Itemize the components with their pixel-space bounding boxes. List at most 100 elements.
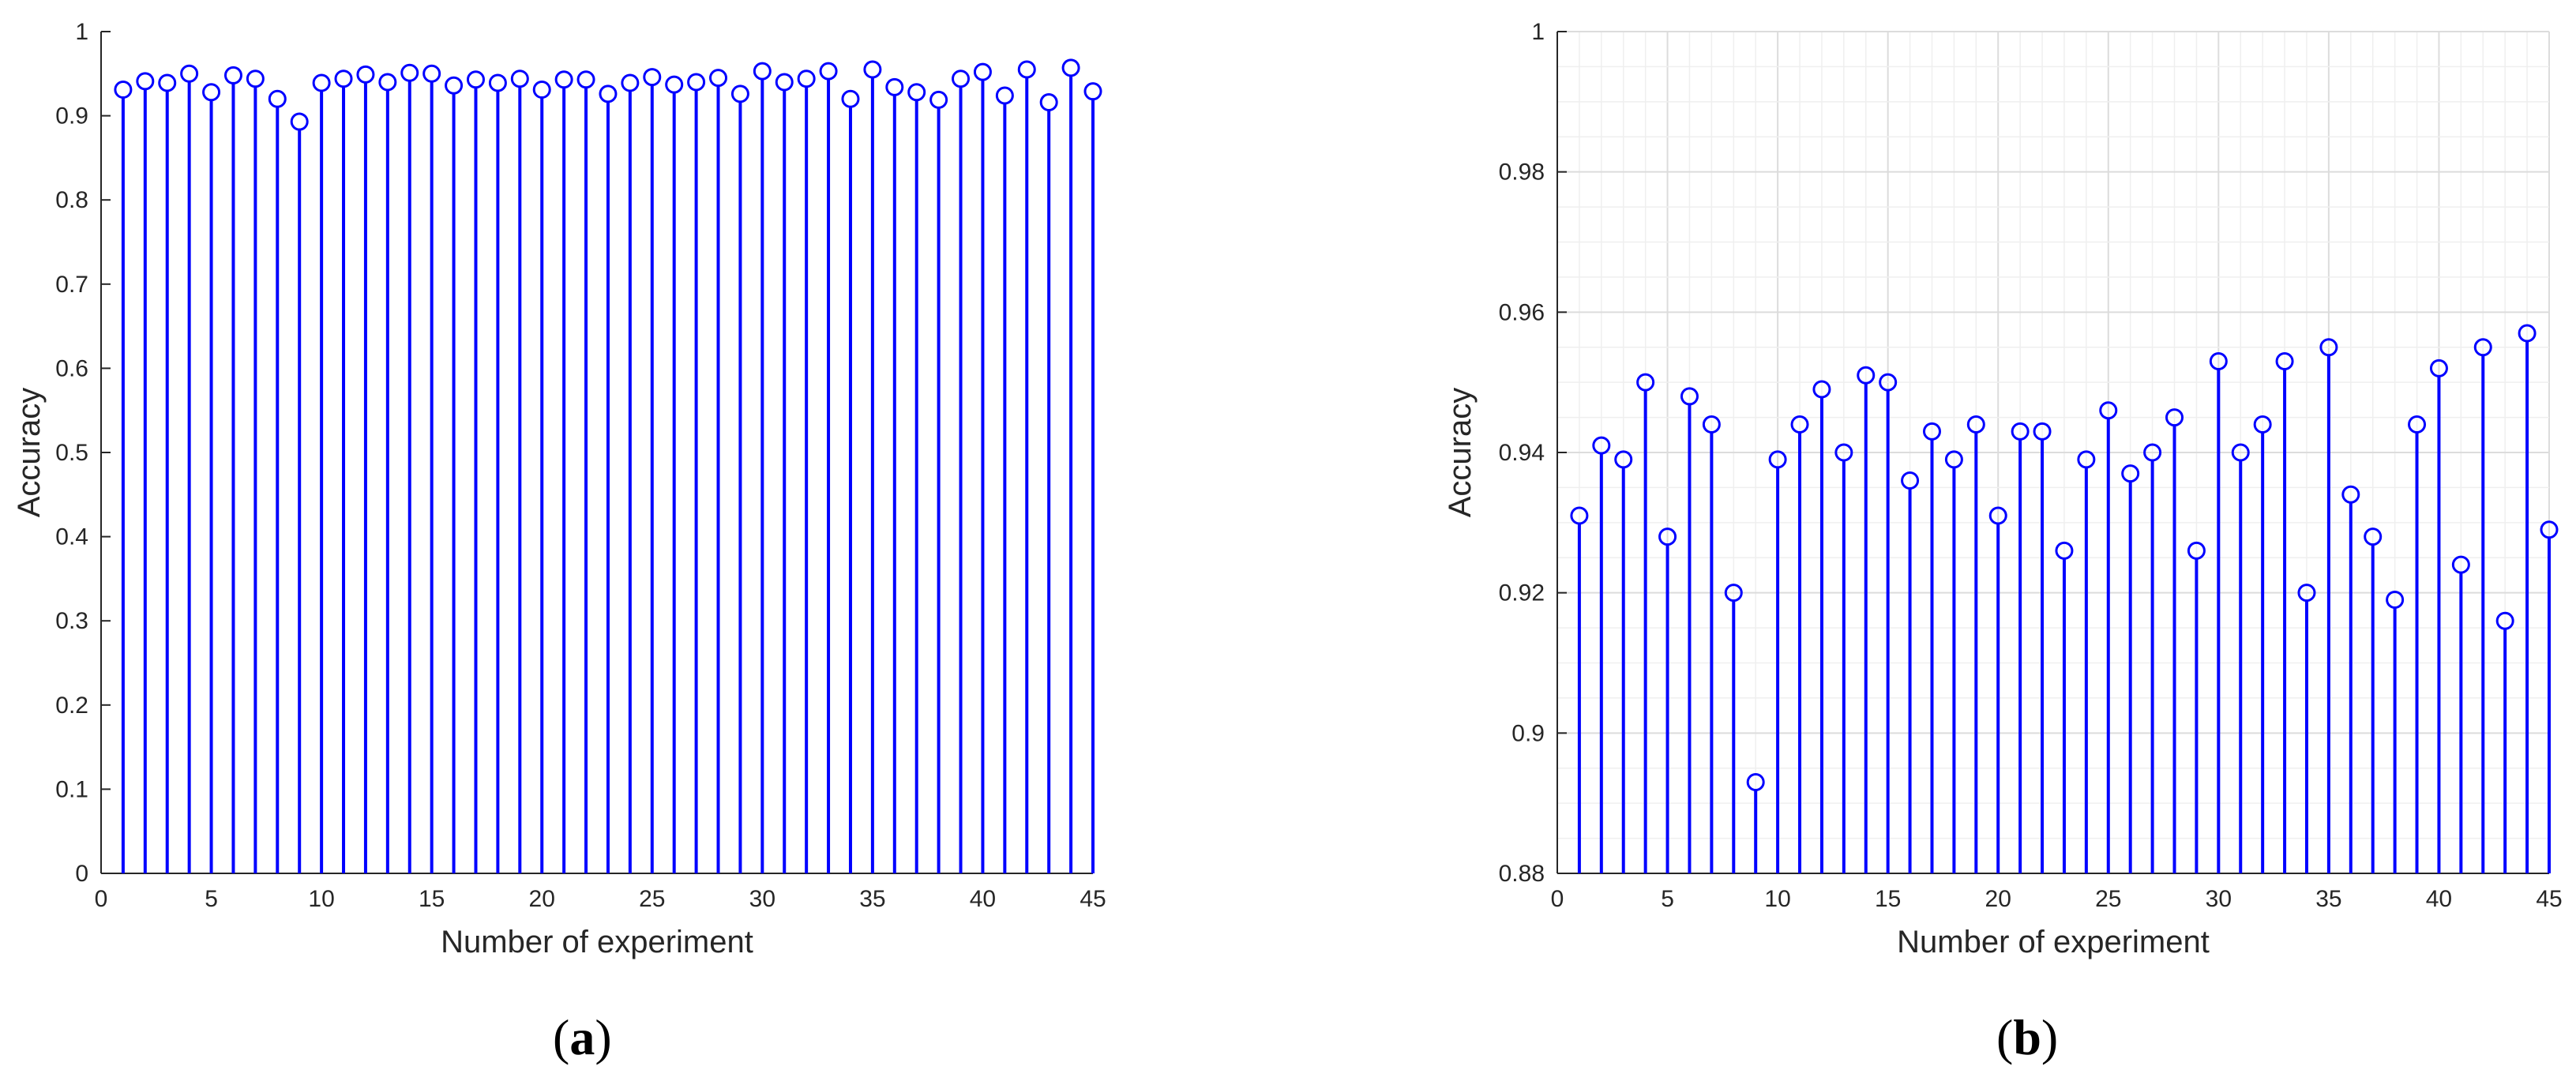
stem-marker <box>1812 380 1831 399</box>
stem-marker <box>863 60 882 79</box>
y-tick-label: 0.9 <box>55 103 88 130</box>
stem-marker <box>202 83 221 102</box>
stem-marker <box>180 64 199 83</box>
stem-marker <box>621 73 640 92</box>
stem-marker <box>1017 60 1036 79</box>
stem-marker <box>445 76 464 95</box>
stem-marker <box>929 90 948 109</box>
y-tick-label: 0.3 <box>55 608 88 634</box>
stem-marker <box>1834 443 1853 462</box>
x-tick-label: 45 <box>1080 886 1106 912</box>
stem-marker <box>2143 443 2162 462</box>
x-tick-label: 30 <box>749 886 775 912</box>
x-axis-label-b: Number of experiment <box>1897 925 2210 959</box>
stem-marker <box>2319 338 2338 357</box>
stem-marker <box>952 69 971 88</box>
stem-marker <box>136 72 155 91</box>
stem-marker <box>2297 584 2316 603</box>
stems-a <box>121 75 1095 873</box>
x-tick-label: 35 <box>2315 886 2341 912</box>
stem-marker <box>797 69 816 88</box>
stem-marker <box>158 73 177 92</box>
panel-caption-b: (b) <box>1996 1009 2058 1065</box>
stem-marker <box>1879 373 1898 392</box>
stem-marker <box>665 75 684 94</box>
stem-marker <box>2187 541 2206 560</box>
stem-marker <box>510 69 529 88</box>
stem-marker <box>1966 415 1985 434</box>
stem-marker <box>1039 93 1058 112</box>
y-tick-label: 0.96 <box>1499 299 1545 325</box>
stem-marker <box>246 69 265 88</box>
y-tick-label: 0.94 <box>1499 440 1545 466</box>
stem-marker <box>2429 359 2448 377</box>
x-tick-label: 15 <box>1875 886 1901 912</box>
stem-marker <box>2165 408 2184 427</box>
stem-marker <box>1944 450 1963 469</box>
stem-marker <box>2231 443 2250 462</box>
y-tick-label: 0.6 <box>55 355 88 381</box>
stem-marker <box>1570 506 1589 525</box>
stem-marker <box>2341 485 2360 504</box>
stem-marker <box>995 86 1014 105</box>
stem-marker <box>1988 506 2007 525</box>
stem-marker <box>2121 464 2140 483</box>
stem-marker <box>356 65 375 84</box>
stem-marker <box>576 70 595 89</box>
x-tick-label: 25 <box>2095 886 2121 912</box>
stem-marker <box>1083 82 1102 101</box>
stem-marker <box>114 81 133 99</box>
y-tick-label: 1 <box>1531 19 1545 45</box>
stem-marker <box>488 73 507 92</box>
stem-marker <box>2408 415 2427 434</box>
stem-marker <box>907 83 926 102</box>
stem-marker <box>1592 436 1611 455</box>
caption-open-paren-b: ( <box>1996 1009 2013 1065</box>
caption-open-paren-a: ( <box>553 1009 569 1065</box>
stem-marker <box>2275 352 2294 371</box>
y-tick-label: 0.1 <box>55 776 88 802</box>
x-tick-label: 5 <box>1661 886 1674 912</box>
stem-marker <box>532 81 551 99</box>
y-ticks-a: 0 0.1 0.2 0.3 0.4 0.5 0.6 0.7 0.8 0.9 1 <box>55 19 111 887</box>
x-tick-label: 0 <box>95 886 108 912</box>
x-tick-label: 40 <box>970 886 996 912</box>
stem-marker <box>643 68 662 87</box>
stem-marker <box>312 73 331 92</box>
caption-close-paren-a: ) <box>595 1009 611 1065</box>
stem-marker <box>841 89 860 108</box>
stem-marker <box>290 112 309 131</box>
stem-marker <box>753 62 772 81</box>
stem-marker <box>400 63 419 82</box>
y-tick-label: 0.4 <box>55 524 88 550</box>
y-tick-label: 0.2 <box>55 693 88 719</box>
stem-marker <box>1922 422 1941 441</box>
stem-marker <box>599 84 618 103</box>
plot-area-a <box>101 32 1093 873</box>
stem-marker <box>2540 520 2559 539</box>
stem-marker <box>885 77 904 96</box>
stem-marker <box>1658 527 1677 546</box>
y-ticks-b: 0.88 0.9 0.92 0.94 0.96 0.98 1 <box>1499 19 1567 887</box>
y-tick-label: 0.88 <box>1499 861 1545 887</box>
stem-marker <box>2209 352 2228 371</box>
x-tick-label: 15 <box>419 886 445 912</box>
stem-marker <box>1724 584 1743 603</box>
stems-b <box>1577 340 2551 873</box>
stem-marker <box>1790 415 1809 434</box>
x-tick-label: 25 <box>639 886 665 912</box>
y-tick-label: 0.7 <box>55 272 88 298</box>
stem-marker <box>2099 401 2118 420</box>
x-tick-label: 45 <box>2536 886 2562 912</box>
y-tick-label: 0.98 <box>1499 160 1545 186</box>
x-tick-label: 5 <box>205 886 218 912</box>
x-tick-label: 35 <box>859 886 885 912</box>
stem-marker <box>223 66 242 84</box>
stem-marker <box>1636 373 1655 392</box>
stem-marker <box>1746 773 1765 792</box>
x-tick-label: 40 <box>2426 886 2452 912</box>
stem-marker <box>973 62 992 81</box>
x-tick-label: 0 <box>1551 886 1564 912</box>
markers-a <box>114 58 1102 131</box>
